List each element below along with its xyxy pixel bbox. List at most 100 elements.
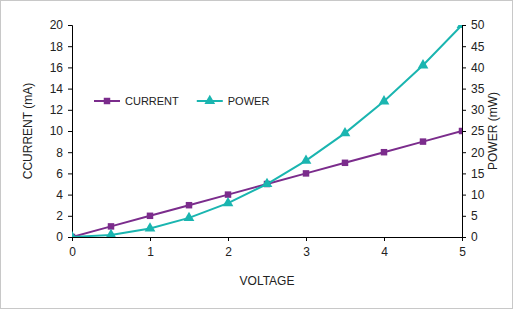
y2-axis: 0 5 10 15 20 25 30 35 40 45 50 (462, 18, 485, 244)
marker (108, 223, 114, 229)
tick-label: 2 (56, 209, 63, 223)
series-line (72, 25, 462, 237)
tick-mark (462, 195, 466, 196)
marker (303, 170, 309, 176)
marker (225, 191, 231, 197)
marker (459, 128, 462, 134)
marker (301, 154, 312, 163)
tick-label: 20 (471, 146, 485, 160)
tick: 6 (56, 167, 72, 181)
tick-mark (462, 25, 466, 26)
tick: 16 (50, 61, 72, 75)
tick: 40 (462, 61, 485, 75)
legend-item: CURRENT (94, 95, 179, 107)
marker (342, 160, 348, 166)
tick: 50 (462, 18, 485, 32)
legend-marker (204, 95, 215, 104)
tick: 12 (50, 103, 72, 117)
tick-mark (384, 237, 385, 241)
tick-label: 18 (50, 40, 64, 54)
tick-label: 5 (471, 209, 478, 223)
marker (106, 229, 117, 237)
tick-mark (462, 89, 466, 90)
tick-mark (68, 110, 72, 111)
tick: 10 (462, 188, 485, 202)
tick-mark (68, 89, 72, 90)
series-line (72, 131, 462, 237)
tick: 2 (56, 209, 72, 223)
tick-label: 4 (381, 245, 388, 259)
tick-label: 1 (147, 245, 154, 259)
tick-mark (462, 131, 466, 132)
tick: 14 (50, 82, 72, 96)
legend-label: POWER (228, 95, 270, 107)
tick-mark (68, 46, 72, 47)
tick-mark (68, 195, 72, 196)
legend-item: POWER (197, 95, 270, 107)
axis-line (68, 26, 73, 238)
tick-mark (462, 46, 466, 47)
tick: 2 (225, 237, 232, 259)
tick-mark (462, 110, 466, 111)
tick-label: 12 (50, 103, 64, 117)
tick: 8 (56, 146, 72, 160)
tick: 0 (462, 230, 478, 244)
tick-label: 10 (471, 188, 485, 202)
axis-line (463, 26, 467, 238)
tick: 5 (459, 237, 466, 259)
tick-mark (306, 237, 307, 241)
tick-label: 5 (459, 245, 466, 259)
tick: 45 (462, 40, 485, 54)
tick-mark (68, 237, 72, 238)
tick: 20 (50, 18, 72, 32)
x-axis-title: VOLTAGE (240, 274, 295, 288)
tick: 0 (69, 237, 76, 259)
marker (186, 202, 192, 208)
tick: 4 (56, 188, 72, 202)
marker (147, 213, 153, 219)
tick: 10 (50, 124, 72, 138)
tick: 25 (462, 124, 485, 138)
legend: CURRENT POWER (94, 95, 269, 107)
tick-label: 6 (56, 167, 63, 181)
marker (223, 197, 234, 206)
tick-mark (462, 237, 466, 238)
tick-label: 0 (56, 230, 63, 244)
tick-label: 8 (56, 146, 63, 160)
tick-mark (150, 237, 151, 241)
tick-label: 30 (471, 103, 485, 117)
tick-mark (228, 237, 229, 241)
tick-mark (462, 152, 466, 153)
marker (420, 138, 426, 144)
marker (381, 149, 387, 155)
legend-label: CURRENT (125, 95, 179, 107)
tick-label: 16 (50, 61, 64, 75)
tick-mark (68, 152, 72, 153)
plot-area (72, 25, 462, 237)
tick: 0 (56, 230, 72, 244)
tick: 1 (147, 237, 154, 259)
tick-mark (68, 216, 72, 217)
tick: 15 (462, 167, 485, 181)
y-axis-title: CCURRENT (mA) (21, 83, 35, 179)
tick-label: 10 (50, 124, 64, 138)
tick-mark (68, 131, 72, 132)
y-axis: 0 2 4 6 8 10 12 14 16 18 20 (50, 18, 73, 244)
tick: 30 (462, 103, 485, 117)
tick-label: 3 (303, 245, 310, 259)
tick-label: 35 (471, 82, 485, 96)
tick-mark (68, 173, 72, 174)
tick-label: 15 (471, 167, 485, 181)
tick: 3 (303, 237, 310, 259)
tick-label: 0 (69, 245, 76, 259)
marker (145, 222, 156, 231)
marker (418, 59, 429, 68)
tick-label: 4 (56, 188, 63, 202)
tick: 35 (462, 82, 485, 96)
y2-axis-title: POWER (mW) (486, 92, 500, 170)
tick-label: 0 (471, 230, 478, 244)
marker (184, 212, 195, 221)
tick: 5 (462, 209, 478, 223)
marker (340, 127, 351, 136)
x-axis: 0 1 2 3 4 5 (69, 237, 466, 259)
